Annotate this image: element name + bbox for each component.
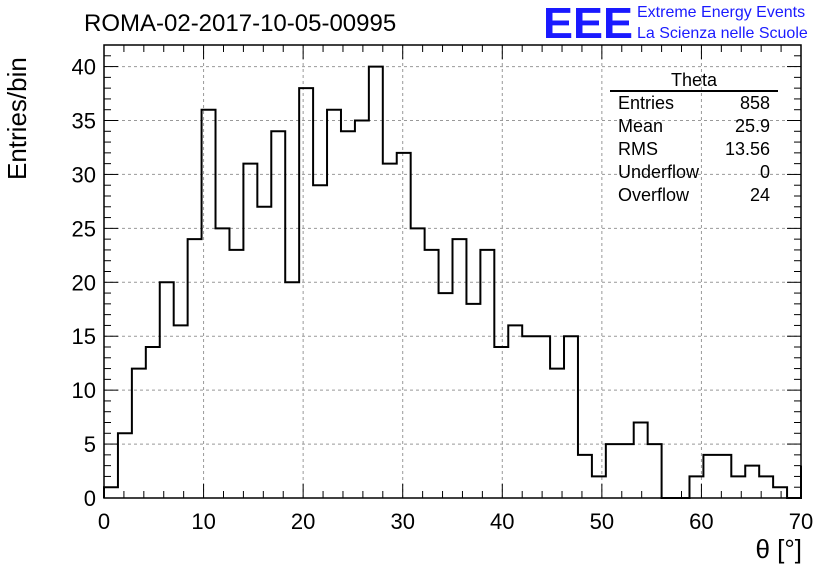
histogram-bin bbox=[480, 250, 494, 498]
x-axis-label: θ [°] bbox=[755, 534, 802, 564]
stats-row-rms: RMS 13.56 bbox=[610, 138, 778, 161]
histogram-bin bbox=[717, 455, 731, 498]
histogram-bin bbox=[550, 369, 564, 498]
histogram-bin bbox=[466, 304, 480, 498]
logo-line-2: La Scienza nelle Scuole bbox=[637, 25, 808, 42]
x-tick-label: 10 bbox=[191, 509, 215, 534]
x-tick-label: 0 bbox=[98, 509, 110, 534]
histogram-bin bbox=[341, 131, 355, 498]
histogram-bin bbox=[132, 369, 146, 498]
histogram-bin bbox=[731, 476, 745, 498]
histogram-bin bbox=[397, 153, 411, 498]
x-tick-label: 30 bbox=[390, 509, 414, 534]
histogram-bin bbox=[160, 282, 174, 498]
histogram-bin bbox=[188, 239, 202, 498]
logo-line-1: Extreme Energy Events bbox=[637, 4, 806, 21]
y-tick-label: 0 bbox=[84, 486, 96, 511]
y-tick-label: 30 bbox=[72, 162, 96, 187]
x-tick-label: 60 bbox=[689, 509, 713, 534]
stats-value: 858 bbox=[739, 93, 770, 113]
stats-row-overflow: Overflow 24 bbox=[610, 184, 778, 207]
histogram-bin bbox=[313, 185, 327, 498]
x-tick-label: 40 bbox=[490, 509, 514, 534]
histogram-bin bbox=[564, 336, 578, 498]
histogram-bin bbox=[383, 164, 397, 498]
histogram-bin bbox=[634, 423, 648, 499]
histogram-bin bbox=[522, 336, 536, 498]
histogram-bin bbox=[369, 67, 383, 498]
histogram-bin bbox=[271, 131, 285, 498]
histogram-bin bbox=[592, 476, 606, 498]
histogram-bin bbox=[118, 433, 132, 498]
histogram-bin bbox=[299, 88, 313, 498]
histogram-bin bbox=[508, 325, 522, 498]
eee-logo: EEE bbox=[543, 0, 633, 44]
y-tick-label: 5 bbox=[84, 432, 96, 457]
histogram-bin bbox=[355, 121, 369, 499]
histogram-bin bbox=[285, 282, 299, 498]
histogram-bin bbox=[257, 207, 271, 498]
stats-row-mean: Mean 25.9 bbox=[610, 115, 778, 138]
stats-label: Overflow bbox=[618, 185, 690, 205]
histogram-bin bbox=[578, 455, 592, 498]
histogram-bin bbox=[773, 487, 787, 498]
stats-value: 13.56 bbox=[724, 139, 770, 159]
y-tick-label: 20 bbox=[72, 270, 96, 295]
stats-label: Underflow bbox=[618, 162, 700, 182]
stats-label: Entries bbox=[618, 93, 675, 113]
stats-row-underflow: Underflow 0 bbox=[610, 161, 778, 184]
histogram-bin bbox=[703, 455, 717, 498]
histogram-bin bbox=[243, 164, 257, 498]
histogram-bin bbox=[689, 476, 703, 498]
stats-label: RMS bbox=[618, 139, 658, 159]
stats-box: Theta Entries 858 Mean 25.9 RMS 13.56 Un… bbox=[610, 70, 778, 207]
histogram-bin bbox=[453, 239, 467, 498]
y-tick-label: 10 bbox=[72, 378, 96, 403]
logo-caption: Extreme Energy Events La Scienza nelle S… bbox=[637, 2, 808, 44]
x-tick-label: 70 bbox=[789, 509, 813, 534]
histogram-bin bbox=[425, 250, 439, 498]
y-tick-label: 40 bbox=[72, 55, 96, 80]
stats-value: 24 bbox=[749, 185, 770, 205]
histogram-bin bbox=[104, 487, 118, 498]
histogram-bin bbox=[327, 110, 341, 498]
histogram-bin bbox=[216, 228, 230, 498]
histogram-bin bbox=[146, 347, 160, 498]
stats-title: Theta bbox=[610, 70, 778, 92]
histogram-bin bbox=[229, 250, 243, 498]
histogram-bin bbox=[411, 228, 425, 498]
y-tick-label: 15 bbox=[72, 324, 96, 349]
plot-frame bbox=[103, 44, 802, 499]
stats-value: 0 bbox=[759, 162, 770, 182]
stats-label: Mean bbox=[618, 116, 664, 136]
histogram-bin bbox=[606, 444, 620, 498]
y-tick-label: 35 bbox=[72, 109, 96, 134]
stats-row-entries: Entries 858 bbox=[610, 92, 778, 115]
histogram-bin bbox=[439, 293, 453, 498]
logo-mark: EEE bbox=[543, 0, 633, 44]
histogram-bin bbox=[745, 466, 759, 498]
run-title: ROMA-02-2017-10-05-00995 bbox=[84, 10, 397, 37]
histogram-bin bbox=[536, 336, 550, 498]
histogram-bin bbox=[620, 444, 634, 498]
histogram-bin bbox=[759, 476, 773, 498]
x-tick-label: 20 bbox=[291, 509, 315, 534]
x-tick-label: 50 bbox=[590, 509, 614, 534]
histogram-bin bbox=[174, 325, 188, 498]
y-tick-label: 25 bbox=[72, 216, 96, 241]
stats-value: 25.9 bbox=[734, 116, 770, 136]
histogram-bin bbox=[494, 347, 508, 498]
histogram-bin bbox=[202, 110, 216, 498]
histogram-bin bbox=[648, 444, 662, 498]
y-axis-label: Entries/bin bbox=[2, 57, 32, 180]
